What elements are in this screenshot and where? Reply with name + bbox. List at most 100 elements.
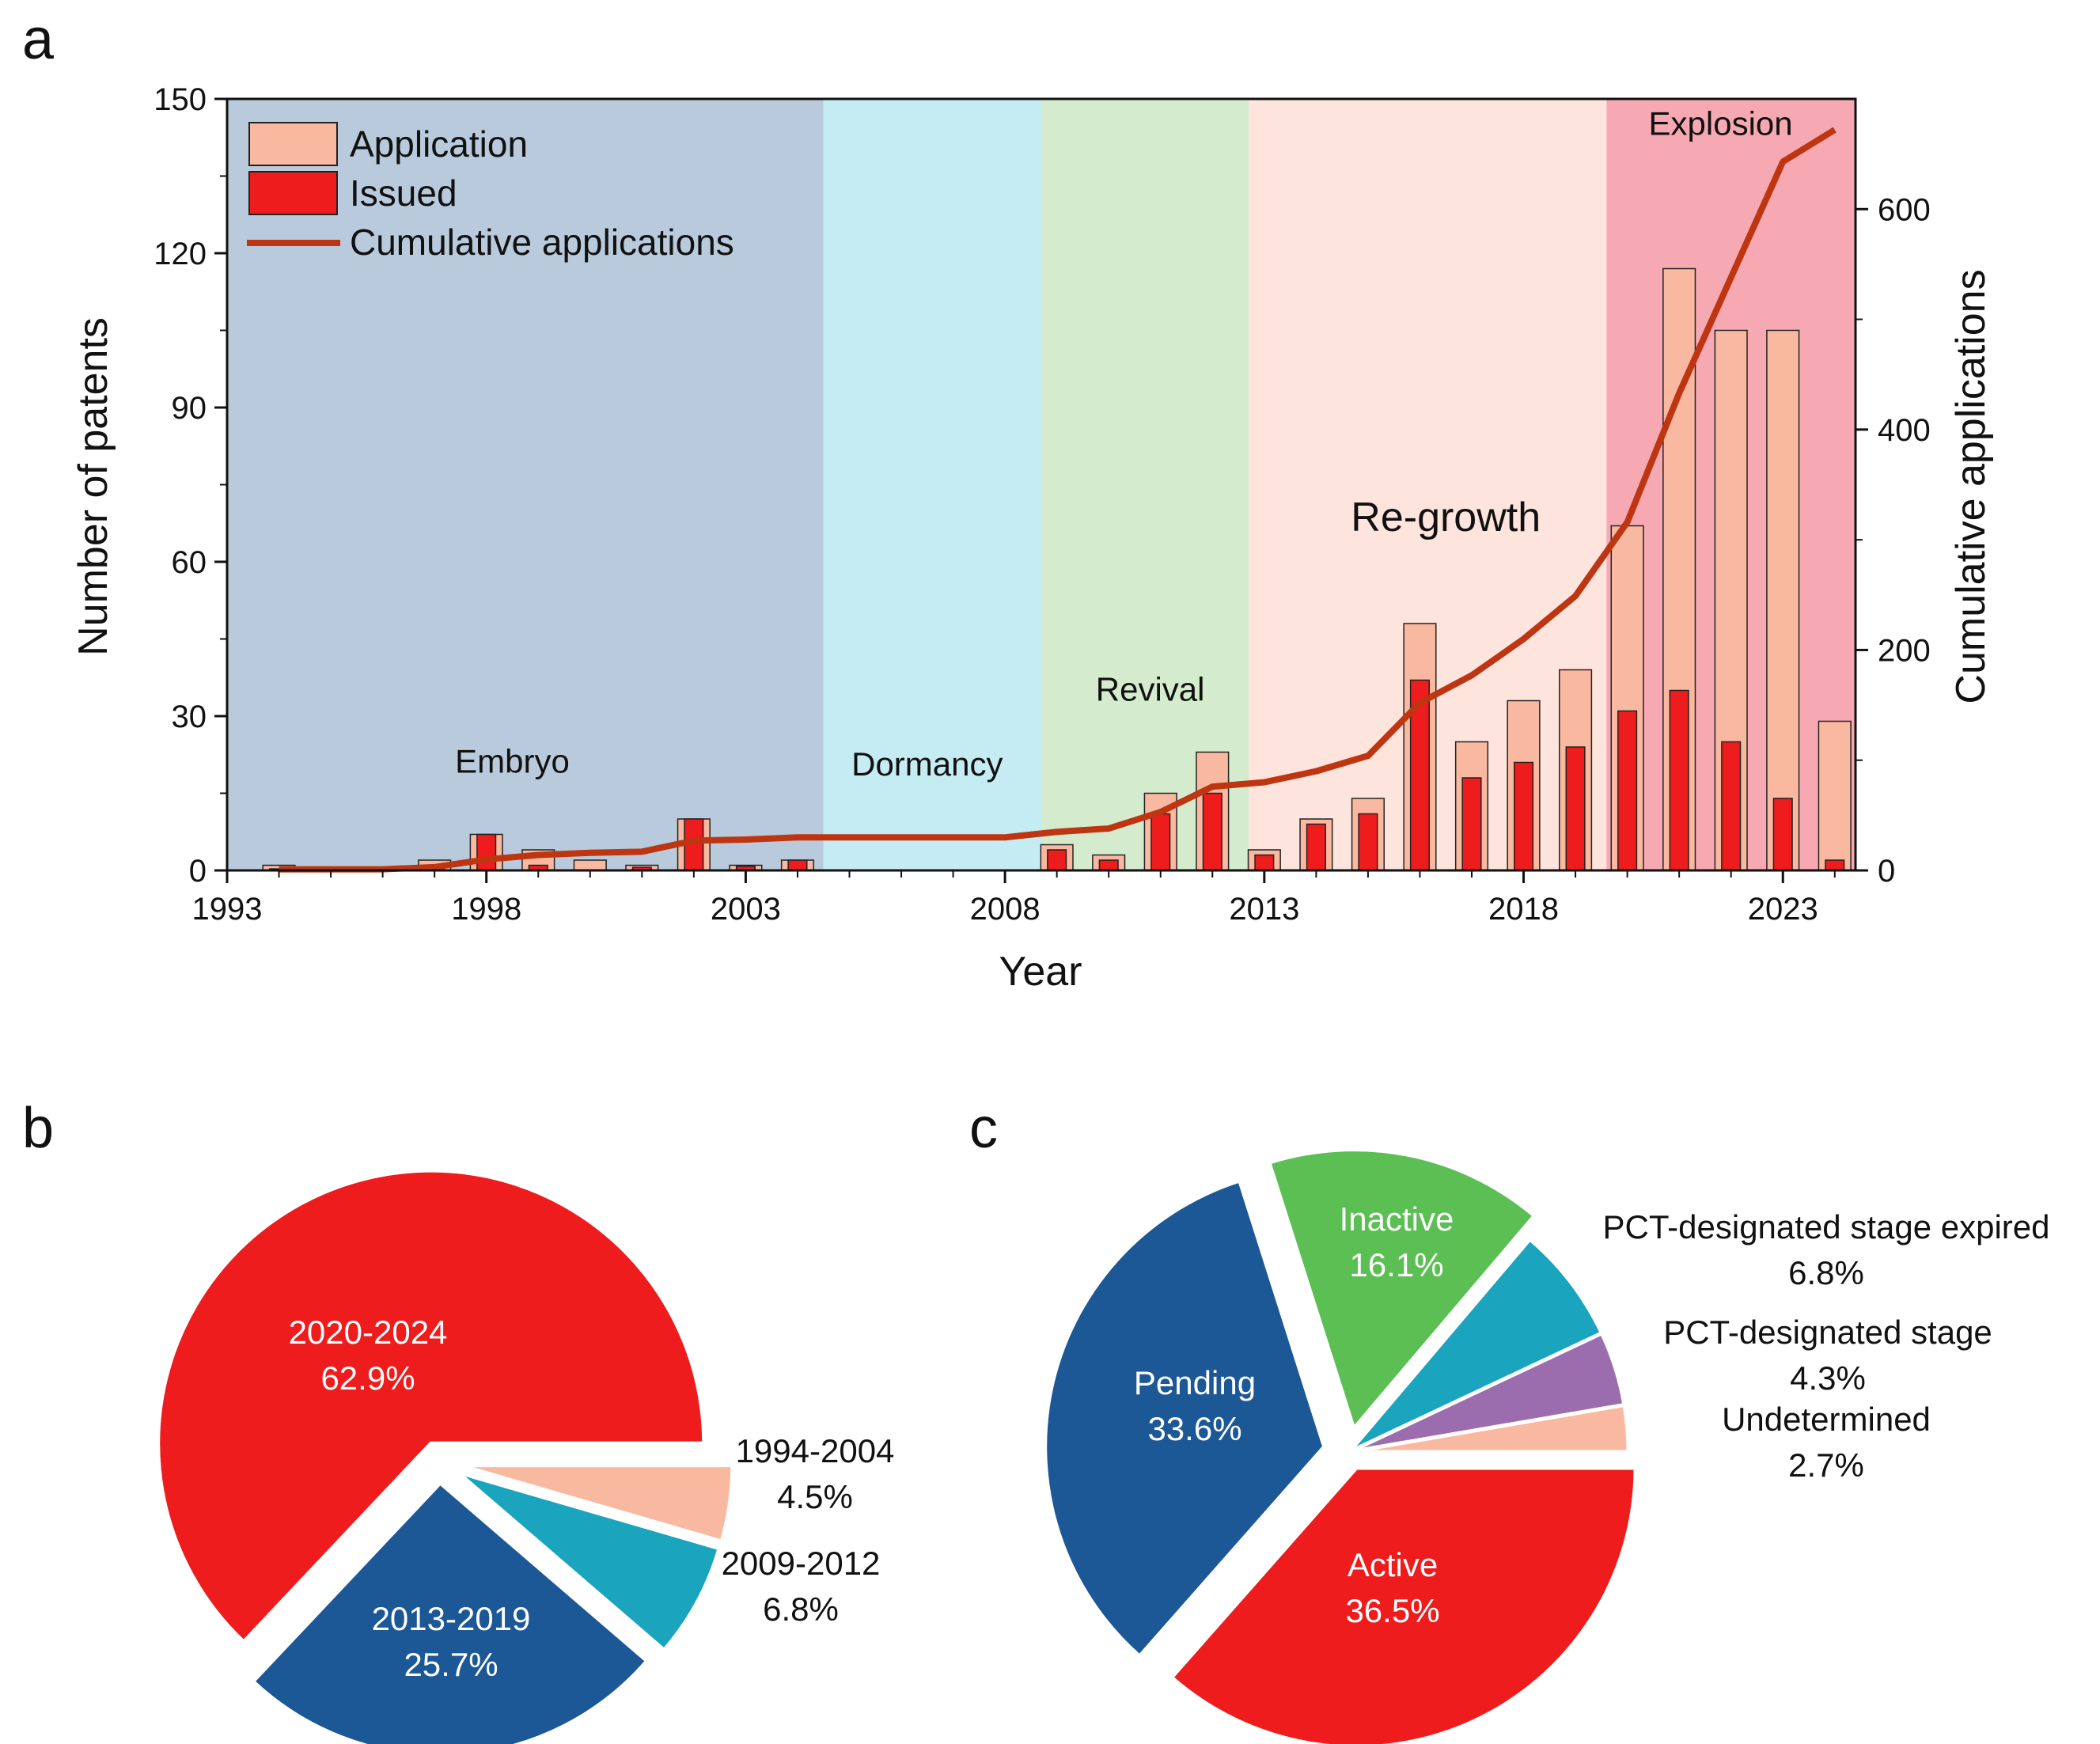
- pie-c-labels: Undetermined 2.7% PCT-designated stage 4.3%…: [1134, 1200, 2050, 1629]
- slice-2009-2012: [456, 1469, 722, 1653]
- panel-label-a: a: [22, 8, 55, 71]
- bar-issued-2023: [1772, 798, 1793, 871]
- panel-label-b: b: [22, 1097, 54, 1160]
- bar-issued-2014: [1306, 823, 1326, 871]
- bar-issued-2019: [1565, 746, 1586, 871]
- panel-c-pie: Undetermined 2.7% PCT-designated stage 4.3%…: [1043, 1147, 2050, 1744]
- slice-2020-2024: [156, 1168, 707, 1645]
- pie-b-slices: [156, 1168, 735, 1744]
- bar-issued-2017: [1461, 777, 1482, 871]
- phase-label-explosion: Explosion: [1649, 105, 1793, 142]
- bar-issued-2024: [1825, 859, 1845, 871]
- legend-swatch-application: [248, 122, 338, 166]
- slice-active: [1169, 1465, 1638, 1744]
- slice-label-2020-2024: 2020-2024: [289, 1314, 448, 1351]
- phase-label-re-growth: Re-growth: [1351, 495, 1541, 540]
- phase-band-revival: [1041, 99, 1249, 870]
- bar-issued-2012: [1202, 792, 1222, 871]
- slice-pct-designated-stage-expired: [1348, 1236, 1605, 1454]
- slice-label-1994-2004: 1994-2004: [736, 1432, 895, 1469]
- panel-a-chart: Embryo DormancyRevivalRe-growthExplosion …: [70, 82, 1994, 995]
- bar-issued-2018: [1513, 761, 1534, 871]
- slice-label-2009-2012: 2009-2012: [722, 1545, 881, 1582]
- legend-swatch-issued: [248, 171, 338, 215]
- bar-issued-1998: [476, 833, 497, 871]
- bar-issued-2013: [1254, 854, 1275, 871]
- line-cumulative-applications: [279, 127, 1837, 873]
- x-tick-label-2003: 2003: [711, 892, 781, 927]
- x-tick-label-1993: 1993: [192, 892, 263, 927]
- bar-issued-2011: [1150, 813, 1171, 871]
- y-tick-label-30: 30: [172, 699, 207, 734]
- bar-issued-2004: [787, 859, 808, 871]
- y-tick-label-0: 0: [189, 854, 207, 889]
- cumulative-line-series: [279, 127, 1837, 873]
- legend: Application Issued Cumulative applicatio…: [247, 122, 734, 263]
- x-tick-label-1998: 1998: [451, 892, 521, 927]
- slice-label-active: Active: [1348, 1546, 1438, 1583]
- slice-label-pct-designated-stage: PCT-designated stage: [1663, 1314, 1992, 1351]
- slice-pct-pct-designated-stage-expired: 6.8%: [1788, 1254, 1864, 1291]
- phase-band-embryo: [227, 99, 824, 870]
- bar-issued-2009: [1047, 849, 1067, 871]
- y2-tick-label-200: 200: [1878, 633, 1931, 668]
- slice-label-pct-designated-stage-expired: PCT-designated stage expired: [1602, 1208, 2049, 1245]
- bar-application-2023: [1766, 329, 1800, 871]
- y-tick-label-90: 90: [172, 391, 207, 426]
- y-tick-label-150: 150: [154, 82, 207, 117]
- slice-label-pending: Pending: [1134, 1364, 1256, 1401]
- legend-label-application: Application: [350, 123, 528, 165]
- x-axis-ticks: 1993 1998 2003 2008 2013 2018 2023: [192, 870, 1836, 927]
- bar-application-2000: [573, 859, 607, 871]
- pie-b-labels: 2020-2024 62.9% 2013-2019 25.7% 2009-2012 6.8…: [289, 1314, 895, 1683]
- y2-tick-label-600: 600: [1878, 192, 1931, 227]
- slice-label-2013-2019: 2013-2019: [372, 1600, 531, 1637]
- x-axis-title: Year: [999, 949, 1082, 995]
- bar-issued-2015: [1358, 813, 1378, 871]
- bar-series: [262, 267, 1852, 871]
- x-tick-label-2008: 2008: [970, 892, 1041, 927]
- panel-b-pie: 2020-2024 62.9% 2013-2019 25.7% 2009-2012 6.8…: [156, 1168, 895, 1744]
- slice-pct-pct-designated-stage: 4.3%: [1790, 1359, 1866, 1397]
- y-axis-title: Number of patents: [70, 317, 116, 656]
- slice-2013-2019: [250, 1480, 650, 1744]
- bar-issued-2022: [1721, 741, 1742, 871]
- slice-pct-active: 36.5%: [1345, 1592, 1439, 1629]
- legend-label-cumulative: Cumulative applications: [350, 222, 734, 263]
- slice-pct-2013-2019: 25.7%: [404, 1646, 498, 1683]
- phase-labels: Embryo Dormancy Revival Re-growth Explosion: [455, 105, 1793, 783]
- panel-label-c: c: [969, 1097, 998, 1160]
- slice-inactive: [1266, 1147, 1537, 1433]
- bar-application-2024: [1818, 720, 1852, 871]
- x-tick-label-2018: 2018: [1488, 892, 1559, 927]
- x-tick-label-2023: 2023: [1748, 892, 1818, 927]
- y-tick-label-60: 60: [172, 545, 207, 580]
- bar-issued-2020: [1617, 710, 1638, 871]
- phase-label-dormancy: Dormancy: [851, 745, 1003, 783]
- slice-label-inactive: Inactive: [1340, 1200, 1454, 1238]
- slice-1994-2004: [459, 1463, 735, 1545]
- y-axis-ticks: 0 30 60 90 120 150: [154, 82, 227, 889]
- y2-axis-title: Cumulative applications: [1948, 269, 1994, 703]
- bar-issued-2021: [1669, 689, 1689, 871]
- y2-axis-ticks: 0 200 400 600: [1856, 192, 1931, 889]
- slice-pct-2020-2024: 62.9%: [320, 1359, 415, 1397]
- phase-band-dormancy: [823, 99, 1041, 870]
- slice-pct-2009-2012: 6.8%: [763, 1590, 839, 1628]
- y2-tick-label-400: 400: [1878, 413, 1931, 448]
- slice-pending: [1043, 1177, 1327, 1659]
- legend-label-issued: Issued: [350, 173, 457, 214]
- phase-label-embryo: Embryo: [455, 743, 570, 780]
- slice-pct-inactive: 16.1%: [1349, 1246, 1443, 1283]
- slice-pct-pending: 33.6%: [1147, 1410, 1241, 1447]
- phase-label-revival: Revival: [1096, 671, 1205, 708]
- y2-tick-label-0: 0: [1878, 854, 1895, 889]
- slice-pct-1994-2004: 4.5%: [777, 1478, 853, 1515]
- pie-c-slices: [1043, 1147, 1638, 1744]
- x-tick-label-2013: 2013: [1229, 892, 1299, 927]
- slice-pct-undetermined: 2.7%: [1788, 1446, 1864, 1484]
- y-tick-label-120: 120: [154, 237, 207, 271]
- slice-label-undetermined: Undetermined: [1722, 1401, 1931, 1438]
- bar-issued-2010: [1098, 859, 1119, 871]
